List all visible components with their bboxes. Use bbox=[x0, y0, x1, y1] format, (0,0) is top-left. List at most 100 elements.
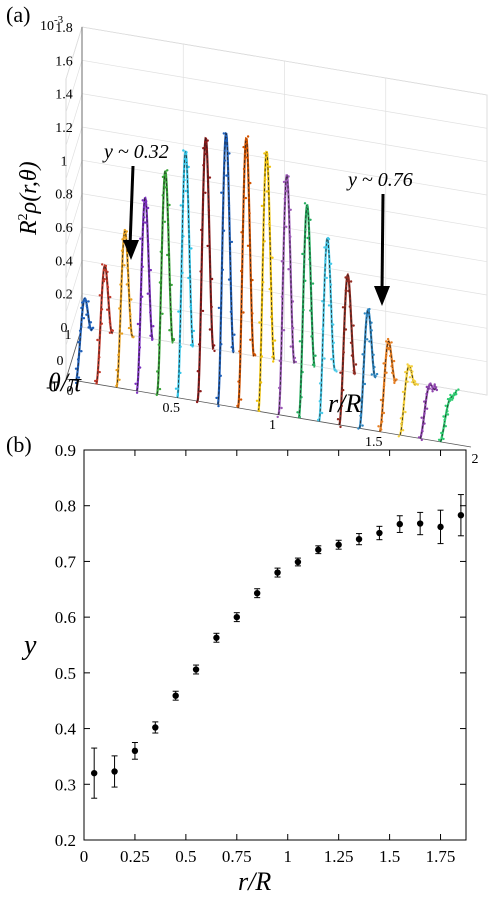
r-axis-label: r/R bbox=[328, 389, 361, 418]
density-sample-point bbox=[244, 156, 247, 159]
density-curve bbox=[399, 364, 418, 436]
r-axis-ticks: 0 0.5 1 1.5 2 bbox=[67, 384, 479, 467]
density-sample-point bbox=[151, 338, 154, 341]
fit-curve bbox=[318, 237, 336, 422]
fit-curve bbox=[197, 137, 214, 402]
density-sample-point bbox=[278, 359, 281, 362]
density-sample-point bbox=[94, 379, 97, 383]
density-sample-point bbox=[238, 350, 241, 353]
data-point bbox=[416, 520, 424, 527]
density-sample-point bbox=[271, 256, 274, 259]
density-sample-point bbox=[342, 388, 345, 392]
density-sample-point bbox=[308, 258, 311, 261]
density-sample-point bbox=[120, 249, 124, 252]
density-sample-point bbox=[291, 326, 295, 330]
density-sample-point bbox=[420, 438, 423, 442]
density-curve bbox=[176, 150, 195, 398]
density-sample-point bbox=[433, 385, 437, 388]
density-sample-point bbox=[217, 404, 220, 408]
density-sample-point bbox=[168, 329, 171, 332]
density-sample-point bbox=[342, 351, 345, 354]
density-sample-point bbox=[242, 145, 245, 149]
density-sample-point bbox=[410, 365, 413, 368]
density-sample-point bbox=[123, 235, 126, 239]
r-tick-label: 1.5 bbox=[365, 435, 383, 450]
density-sample-point bbox=[306, 236, 309, 240]
density-sample-point bbox=[166, 253, 169, 257]
density-sample-point bbox=[242, 311, 245, 314]
density-sample-point bbox=[208, 328, 212, 331]
density-sample-point bbox=[106, 270, 109, 274]
density-curve bbox=[237, 136, 255, 409]
density-sample-point bbox=[187, 218, 190, 221]
density-sample-point bbox=[339, 425, 342, 429]
density-sample-point bbox=[442, 415, 445, 418]
density-sample-point bbox=[433, 383, 436, 386]
density-sample-point bbox=[382, 384, 386, 387]
density-sample-point bbox=[352, 324, 355, 327]
fit-curve bbox=[136, 197, 154, 391]
density-sample-point bbox=[416, 383, 419, 386]
plot-frame bbox=[83, 449, 467, 841]
density-sample-point bbox=[392, 359, 396, 363]
density-sample-point bbox=[239, 398, 243, 401]
arrow-left-head bbox=[123, 240, 139, 260]
density-sample-point bbox=[363, 312, 366, 315]
density-sample-point bbox=[174, 387, 178, 390]
x-tick-label: 1.75 bbox=[426, 847, 456, 866]
density-sample-point bbox=[172, 338, 175, 342]
data-point bbox=[457, 511, 465, 519]
density-sample-point bbox=[258, 321, 261, 324]
density-sample-point bbox=[417, 436, 421, 439]
annotation-right: y ~ 0.76 bbox=[346, 169, 413, 191]
density-sample-point bbox=[98, 294, 102, 297]
density-sample-point bbox=[264, 178, 267, 181]
y-axis-ticks: 0.2 0.3 0.4 0.5 0.6 0.7 0.8 0.9 bbox=[55, 441, 466, 850]
density-sample-point bbox=[201, 309, 205, 313]
density-sample-point bbox=[312, 363, 315, 366]
density-sample-point bbox=[222, 229, 226, 232]
density-sample-point bbox=[215, 396, 218, 400]
density-sample-point bbox=[349, 280, 353, 283]
density-curve bbox=[378, 339, 397, 432]
density-sample-point bbox=[85, 305, 89, 308]
density-sample-point bbox=[446, 413, 450, 416]
density-sample-point bbox=[161, 175, 165, 179]
arrow-left-shaft bbox=[128, 165, 135, 247]
density-sample-point bbox=[359, 399, 362, 402]
density-sample-point bbox=[266, 161, 269, 164]
density-sample-point bbox=[85, 313, 88, 316]
density-sample-point bbox=[411, 380, 414, 384]
density-sample-point bbox=[309, 309, 312, 312]
density-sample-point bbox=[344, 276, 347, 279]
density-sample-point bbox=[386, 337, 390, 341]
density-sample-point bbox=[251, 312, 254, 315]
density-sample-point bbox=[350, 354, 354, 357]
density-sample-point bbox=[167, 226, 170, 229]
density-sample-point bbox=[413, 380, 417, 383]
fit-curve bbox=[177, 151, 194, 398]
density-sample-point bbox=[138, 346, 142, 349]
annotation-left: y ~ 0.32 bbox=[102, 141, 169, 163]
density-sample-point bbox=[444, 425, 447, 428]
density-sample-point bbox=[184, 159, 188, 163]
fit-curve bbox=[96, 265, 113, 385]
x-tick-label: 1 bbox=[283, 847, 292, 866]
density-curve bbox=[95, 263, 114, 385]
density-sample-point bbox=[385, 371, 388, 374]
density-sample-point bbox=[406, 363, 409, 366]
density-sample-point bbox=[74, 367, 78, 370]
data-point bbox=[437, 523, 444, 531]
density-sample-point bbox=[449, 393, 452, 397]
density-sample-point bbox=[249, 181, 252, 185]
density-sample-point bbox=[251, 278, 254, 282]
z-gridline bbox=[65, 59, 488, 129]
y-tick-label: 0.5 bbox=[55, 664, 76, 683]
z-tick-label: 0.2 bbox=[55, 288, 73, 303]
density-sample-point bbox=[349, 341, 353, 344]
density-sample-point bbox=[138, 366, 142, 369]
fit-curve bbox=[278, 175, 295, 415]
density-sample-point bbox=[182, 149, 185, 152]
density-sample-point bbox=[144, 221, 147, 224]
